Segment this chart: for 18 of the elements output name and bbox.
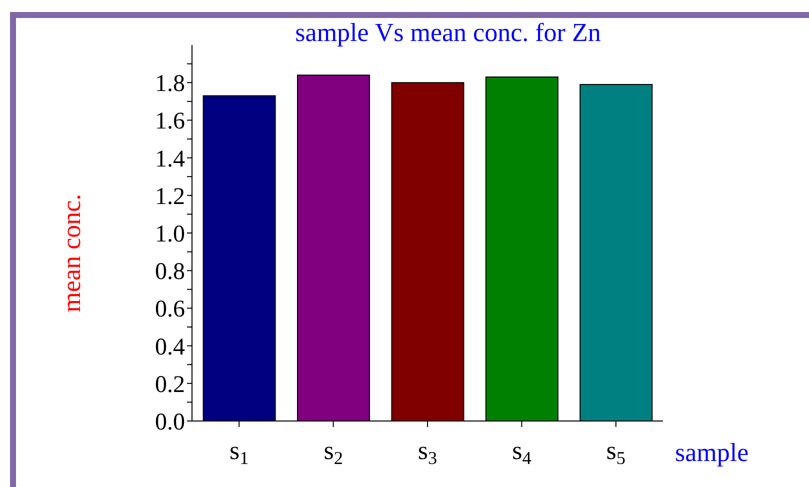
y-tick-label: 0.2: [155, 372, 185, 398]
y-tick-label: 0.6: [155, 296, 185, 323]
x-tick-label: s$_{1}$: [229, 436, 249, 468]
y-tick-label: 0.0: [155, 410, 185, 436]
y-tick-label: 1.2: [155, 184, 185, 210]
x-axis-title: sample: [675, 438, 749, 467]
x-tick-label: s$_{4}$: [512, 436, 532, 468]
x-tick-label: s$_{5}$: [606, 436, 626, 468]
x-tick-label: s$_{3}$: [418, 436, 438, 468]
y-tick-label: 1.6: [155, 108, 185, 135]
y-tick-label: 1.0: [155, 222, 185, 248]
y-tick-label: 1.8: [155, 71, 185, 98]
y-axis-title: mean conc.: [57, 194, 86, 312]
y-tick-label: 0.8: [155, 259, 185, 286]
y-tick-label: 1.4: [155, 146, 185, 172]
chart-title: sample Vs mean conc. for Zn: [294, 18, 602, 48]
y-tick-label: 0.4: [155, 334, 185, 360]
x-tick-label: s$_{2}$: [324, 436, 343, 468]
